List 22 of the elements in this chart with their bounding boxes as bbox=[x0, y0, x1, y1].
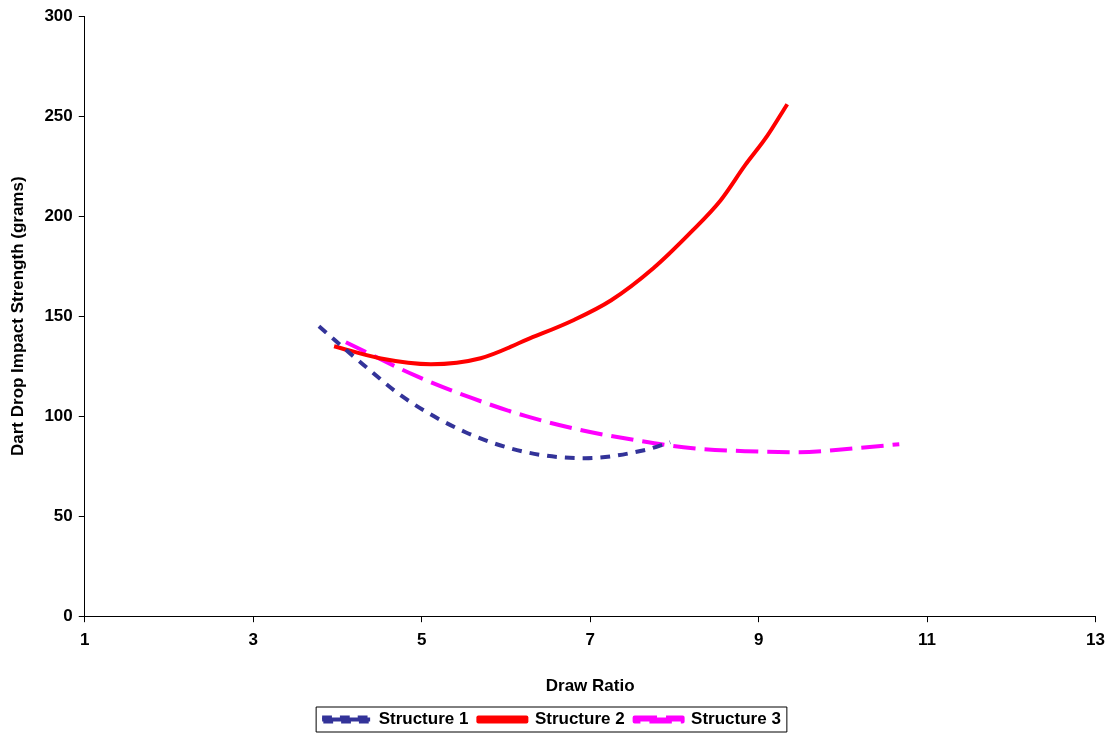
y-tick-label: 250 bbox=[44, 105, 73, 125]
x-tick-label: 1 bbox=[80, 630, 90, 650]
legend-label: Structure 3 bbox=[691, 709, 781, 729]
line-series bbox=[343, 340, 902, 455]
legend-label: Structure 1 bbox=[378, 709, 469, 729]
y-tick-label: 300 bbox=[44, 5, 73, 25]
y-tick-label: 200 bbox=[44, 205, 73, 225]
y-tick-label: 100 bbox=[44, 405, 73, 425]
y-axis-title: Dart Drop Impact Strength (grams) bbox=[7, 176, 27, 456]
y-tick-label: 0 bbox=[63, 605, 73, 625]
y-tick-label: 150 bbox=[44, 305, 73, 325]
y-tick-label: 50 bbox=[53, 505, 73, 525]
x-tick-label: 13 bbox=[1086, 630, 1106, 650]
x-tick-label: 5 bbox=[416, 630, 427, 650]
x-tick-label: 11 bbox=[918, 630, 937, 650]
x-axis-title: Draw Ratio bbox=[545, 676, 635, 696]
line-series bbox=[316, 324, 673, 461]
x-tick-label: 3 bbox=[248, 630, 258, 650]
x-tick-label: 9 bbox=[753, 630, 764, 650]
line-series bbox=[332, 102, 790, 367]
legend-label: Structure 2 bbox=[534, 709, 625, 729]
x-tick-label: 7 bbox=[585, 630, 595, 650]
